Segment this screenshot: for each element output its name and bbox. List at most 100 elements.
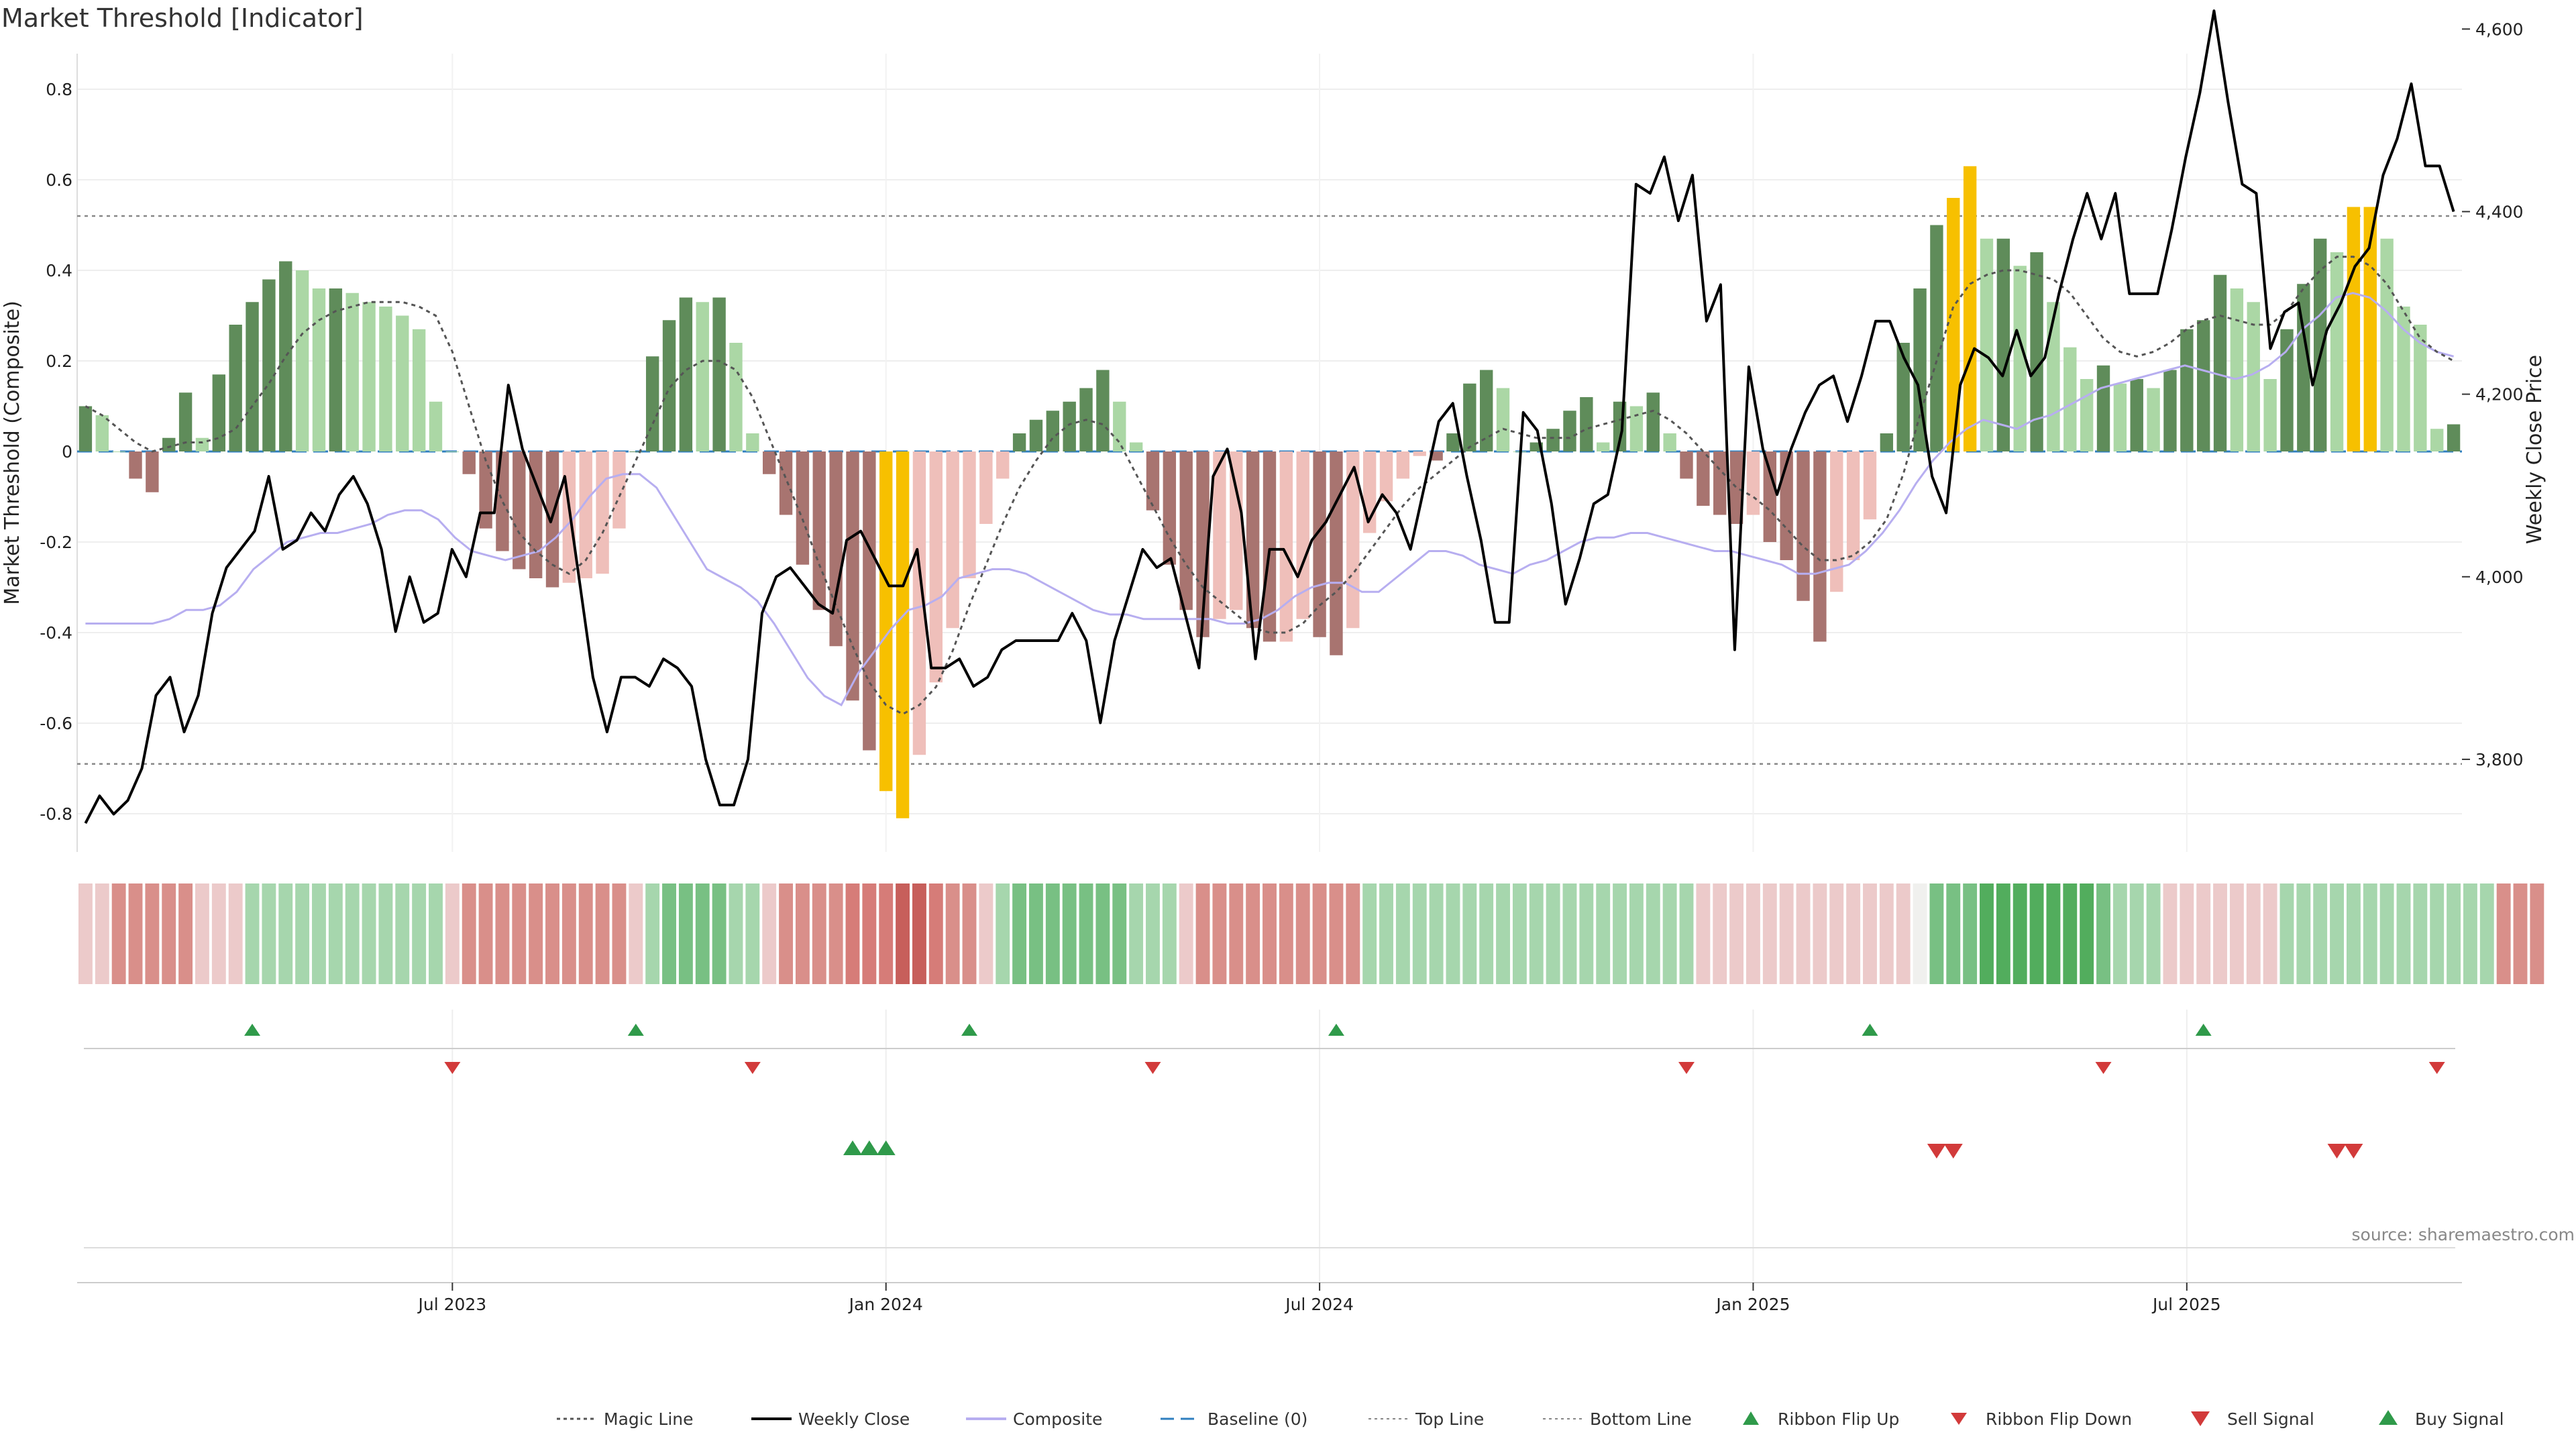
ribbon-cell	[1963, 883, 1978, 984]
legend-item: Composite	[966, 1409, 1102, 1429]
legend-swatch	[2191, 1411, 2210, 1426]
composite-bar	[379, 307, 392, 451]
legend-swatch	[1743, 1411, 1759, 1425]
ribbon-cell	[962, 883, 977, 984]
ribbon-cell	[795, 883, 810, 984]
composite-bar	[1880, 433, 1894, 451]
ribbon-cell	[1062, 883, 1077, 984]
composite-bar	[779, 451, 793, 515]
composite-bar	[1580, 397, 1593, 451]
x-tick-label: Jul 2024	[1284, 1295, 1354, 1314]
ribbon-cell	[2029, 883, 2044, 984]
composite-bar	[329, 288, 343, 451]
y-tick-label: 0.8	[46, 80, 72, 99]
composite-bar	[2163, 370, 2177, 451]
ribbon-cell	[2146, 883, 2161, 984]
ribbon-cell	[228, 883, 243, 984]
y2-tick-label: 4,200	[2475, 385, 2524, 405]
ribbon-cell	[595, 883, 610, 984]
ribbon-cell	[2046, 883, 2061, 984]
composite-bar	[2313, 238, 2327, 451]
ribbon-cell	[896, 883, 910, 984]
ribbon-flip-up-marker	[2195, 1024, 2212, 1036]
ribbon-cell	[1762, 883, 1777, 984]
composite-bar	[2414, 325, 2427, 451]
composite-bar	[462, 451, 476, 474]
composite-bar	[2113, 383, 2127, 451]
composite-bar	[1396, 451, 1410, 479]
composite-bar	[1563, 411, 1576, 451]
ribbon-cell	[1562, 883, 1577, 984]
ribbon-cell	[2463, 883, 2477, 984]
ribbon-cell	[2447, 883, 2461, 984]
composite-bar	[229, 325, 242, 451]
ribbon-cell	[1112, 883, 1127, 984]
ribbon-cell	[2379, 883, 2394, 984]
composite-bar	[2230, 288, 2244, 451]
legend-label: Bottom Line	[1590, 1409, 1692, 1429]
composite-bar	[195, 437, 209, 451]
composite-bar	[1646, 392, 1660, 451]
ribbon-cell	[2263, 883, 2277, 984]
ribbon-cell	[1395, 883, 1410, 984]
composite-bar	[796, 451, 810, 565]
composite-bar	[2430, 429, 2444, 451]
composite-bar	[1729, 451, 1743, 524]
ribbon-cell	[145, 883, 160, 984]
composite-bar	[946, 451, 959, 629]
composite-bar	[2096, 365, 2110, 451]
ribbon-cell	[612, 883, 627, 984]
ribbon-cell	[812, 883, 826, 984]
ribbon-cell	[2012, 883, 2027, 984]
ribbon-cell	[1379, 883, 1393, 984]
composite-bar	[963, 451, 976, 578]
legend-swatch	[2379, 1410, 2398, 1425]
ribbon-cell	[178, 883, 193, 984]
legend-item: Ribbon Flip Up	[1743, 1409, 1899, 1429]
ribbon-flip-down-marker	[1678, 1062, 1695, 1074]
composite-bar	[1313, 451, 1326, 637]
ribbon-cell	[462, 883, 476, 984]
ribbon-cell	[1496, 883, 1510, 984]
composite-bar	[529, 451, 543, 578]
ribbon-cell	[1579, 883, 1594, 984]
composite-bar	[912, 451, 926, 755]
grid-lines	[76, 54, 2462, 1281]
x-tick-label: Jan 2025	[1715, 1295, 1790, 1314]
composite-bar	[2213, 274, 2227, 451]
composite-bar	[1496, 388, 1510, 451]
composite-bar	[1146, 451, 1160, 511]
ribbon-cell	[128, 883, 143, 984]
composite-bar	[262, 279, 276, 451]
composite-bar	[1179, 451, 1193, 610]
composite-bar	[929, 451, 943, 683]
ribbon-cell	[1879, 883, 1894, 984]
ribbon-cell	[712, 883, 727, 984]
composite-bar	[746, 433, 759, 451]
x-tick-label: Jan 2024	[848, 1295, 923, 1314]
sell-signal-marker	[1927, 1144, 1946, 1159]
ribbon-cell	[745, 883, 760, 984]
ribbon-flip-down-marker	[744, 1062, 761, 1074]
composite-bar	[2280, 329, 2294, 451]
composite-bar	[1230, 451, 1243, 610]
signal-panel	[84, 1140, 2455, 1248]
composite-bar	[162, 437, 176, 451]
source-credit: source: sharemaestro.com	[2352, 1225, 2575, 1244]
x-tick-label: Jul 2023	[417, 1295, 486, 1314]
ribbon-cell	[1829, 883, 1844, 984]
composite-line	[85, 292, 2454, 707]
ribbon-cell	[1095, 883, 1110, 984]
ribbon-cell	[1629, 883, 1644, 984]
ribbon-cell	[2096, 883, 2110, 984]
buy-signal-marker	[859, 1140, 879, 1155]
ribbon-cell	[245, 883, 260, 984]
legend-item: Magic Line	[557, 1409, 694, 1429]
composite-bar	[1846, 451, 1860, 560]
ribbon-cell	[996, 883, 1010, 984]
composite-bar	[1746, 451, 1760, 515]
y-axis-label: Market Threshold (Composite)	[1, 301, 24, 605]
legend-swatch	[1951, 1413, 1967, 1425]
ribbon-flip-panel	[84, 1024, 2455, 1074]
composite-bar	[1246, 451, 1260, 629]
